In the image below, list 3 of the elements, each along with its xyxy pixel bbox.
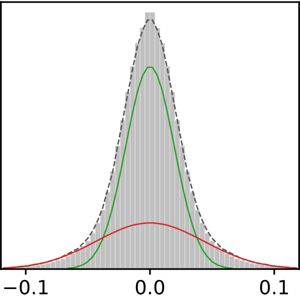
x-tick-label: −0.1 bbox=[4, 280, 48, 295]
x-tick-label: 0.1 bbox=[260, 280, 288, 295]
x-tick-label: 0.0 bbox=[136, 280, 164, 295]
